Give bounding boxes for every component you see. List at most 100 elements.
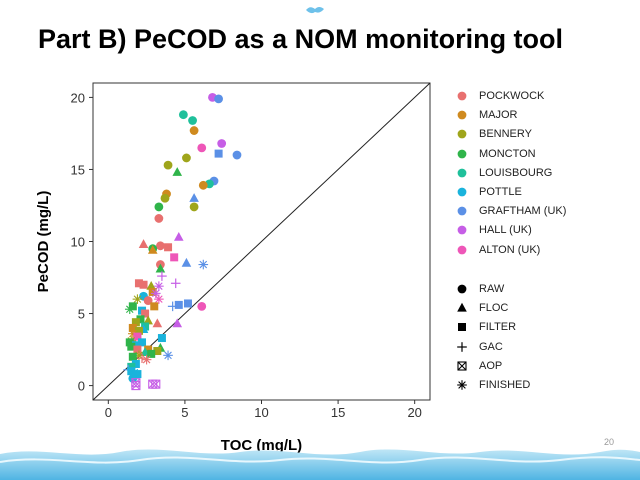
wave-logo-icon (306, 7, 324, 14)
data-point (214, 94, 224, 104)
legend-label: GAC (479, 340, 503, 353)
legend-symbol (457, 110, 467, 120)
legend-label: MONCTON (479, 147, 536, 160)
legend-label: HALL (UK) (479, 224, 532, 237)
data-point (147, 349, 156, 358)
legend-site-item: HALL (UK) (455, 222, 532, 238)
data-point (198, 180, 208, 190)
data-point (127, 362, 136, 371)
data-point (143, 315, 153, 325)
legend-symbol (457, 245, 467, 254)
data-point (152, 318, 163, 328)
legend-label: MAJOR (479, 109, 518, 122)
legend-label: LOUISBOURG (479, 166, 553, 179)
data-point (157, 334, 166, 343)
data-point (189, 193, 199, 202)
data-point (182, 153, 191, 163)
data-point (133, 370, 142, 379)
legend-label: AOP (479, 359, 503, 372)
legend-site-item: MAJOR (455, 107, 518, 123)
data-point (160, 193, 170, 203)
x-tick-label: 10 (254, 405, 268, 420)
legend-stage-item: AOP (455, 358, 502, 374)
data-point (141, 309, 150, 318)
data-point (131, 381, 141, 391)
data-point (151, 379, 161, 389)
data-point (139, 280, 148, 289)
legend-symbol (457, 91, 467, 101)
data-point (163, 350, 173, 361)
legend-symbol (457, 361, 467, 371)
data-point (198, 259, 209, 270)
legend-label: FLOC (479, 302, 509, 315)
legend-site-item: POCKWOCK (455, 88, 544, 104)
data-point (131, 359, 140, 368)
data-point (132, 294, 143, 304)
water-wave-decoration (0, 449, 640, 480)
slide-title: Part B) PeCOD as a NOM monitoring tool (38, 24, 564, 54)
data-point (131, 318, 140, 327)
data-point (147, 244, 158, 254)
data-point (154, 214, 164, 223)
legend-site-item: MONCTON (455, 146, 536, 162)
legend-site-item: ALTON (UK) (455, 242, 540, 258)
data-point (125, 338, 134, 347)
x-axis-label: TOC (mg/L) (221, 437, 302, 454)
legend-label: FINISHED (479, 379, 531, 391)
legend-symbol (457, 302, 467, 312)
y-tick-label: 15 (71, 162, 85, 177)
data-point (148, 287, 157, 296)
data-point (173, 231, 184, 241)
data-point (128, 352, 137, 361)
data-point (151, 288, 161, 299)
x-tick-label: 15 (331, 405, 345, 420)
data-point (138, 239, 149, 248)
data-point (163, 160, 173, 170)
data-point (156, 241, 165, 251)
data-point (197, 143, 207, 153)
legend-site-item: GRAFTHAM (UK) (455, 203, 566, 219)
legend-stage-item: GAC (455, 339, 503, 355)
legend-site-item: BENNERY (455, 126, 532, 142)
data-point (174, 300, 183, 309)
data-point (127, 342, 136, 351)
data-point (141, 354, 152, 365)
legend-label: RAW (479, 283, 505, 295)
y-axis-label: PeCOD (mg/L) (35, 191, 52, 293)
legend-label: POTTLE (479, 186, 522, 198)
legend-label: GRAFTHAM (UK) (479, 205, 567, 218)
legend-symbol (457, 168, 467, 178)
legend-label: FILTER (479, 321, 517, 334)
legend-stage-item: FINISHED (455, 377, 530, 393)
data-point (157, 271, 167, 281)
legend-site-item: LOUISBOURG (455, 165, 552, 181)
legend-symbol (457, 225, 467, 235)
x-tick-label: 0 (105, 405, 112, 420)
data-point (164, 243, 173, 252)
legend-symbol (457, 341, 467, 352)
data-point (150, 302, 159, 311)
x-tick-label: 5 (181, 405, 188, 420)
data-point (154, 294, 164, 304)
data-point (155, 263, 166, 273)
data-point (136, 315, 145, 324)
legend-label: POCKWOCK (479, 90, 545, 102)
y-tick-label: 10 (71, 235, 85, 250)
data-point (183, 299, 192, 308)
legend-stage-item: FLOC (455, 300, 508, 316)
data-point (144, 345, 153, 354)
data-point (197, 301, 207, 311)
data-point (217, 139, 227, 148)
legend-symbol (457, 380, 467, 390)
data-point (167, 301, 178, 312)
legend-label: BENNERY (479, 128, 532, 141)
legend-symbol (457, 206, 467, 216)
data-point (178, 110, 188, 120)
legend-site-item: POTTLE (455, 184, 522, 200)
data-point (134, 326, 143, 335)
data-point (172, 318, 183, 328)
data-point (146, 280, 157, 290)
data-point (138, 338, 147, 347)
